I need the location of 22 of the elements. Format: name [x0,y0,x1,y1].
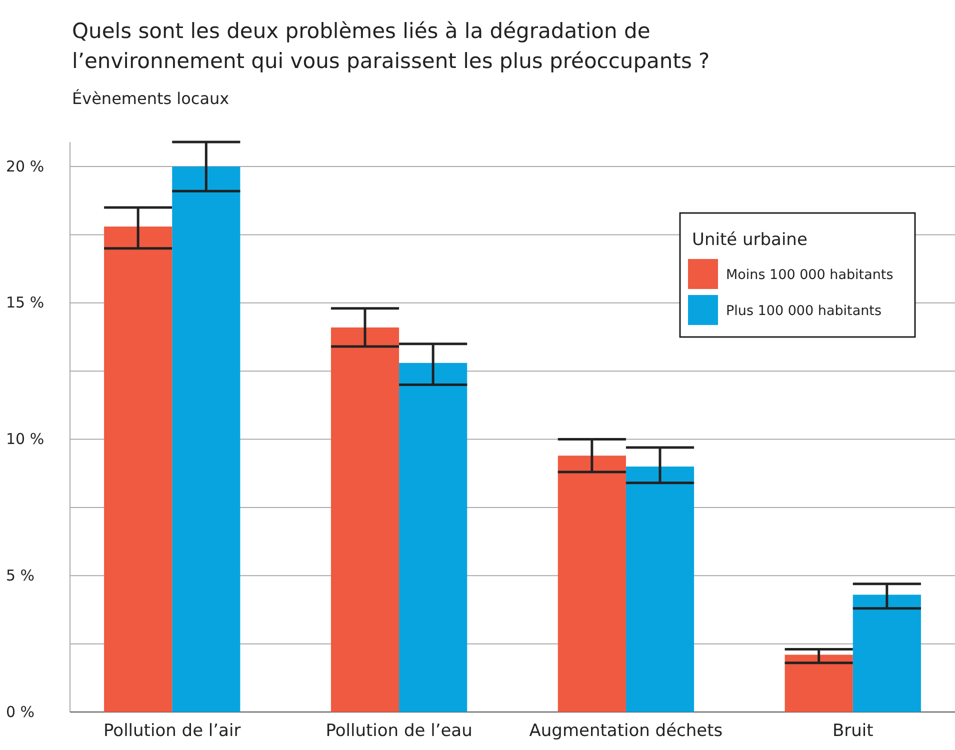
bar [852,594,921,712]
x-tick-label: Pollution de l’air [104,721,241,742]
y-tick-label: 0 % [6,702,35,721]
bar [626,466,694,712]
legend-label: Plus 100 000 habitants [726,303,882,319]
bar [330,327,400,712]
chart-subtitle: Évènements locaux [72,89,230,108]
bar [104,226,172,712]
bar [558,456,626,712]
x-tick-label: Augmentation déchets [529,721,723,742]
chart-title: Quels sont les deux problèmes liés à la dégradation de l’environnement qui vous paraissent les plus préoccupants ? [72,19,710,73]
legend-label: Moins 100 000 habitants [726,267,894,283]
bar [399,362,468,712]
y-tick-label: 5 % [6,566,35,584]
x-tick-label: Pollution de l’eau [326,721,472,742]
y-tick-label: 10 % [6,430,44,448]
legend-title: Unité urbaine [692,230,808,250]
bar [172,166,240,712]
y-tick-label: 15 % [6,294,44,312]
x-tick-label: Bruit [832,721,874,742]
y-tick-label: 20 % [6,157,44,176]
bar [784,654,853,712]
